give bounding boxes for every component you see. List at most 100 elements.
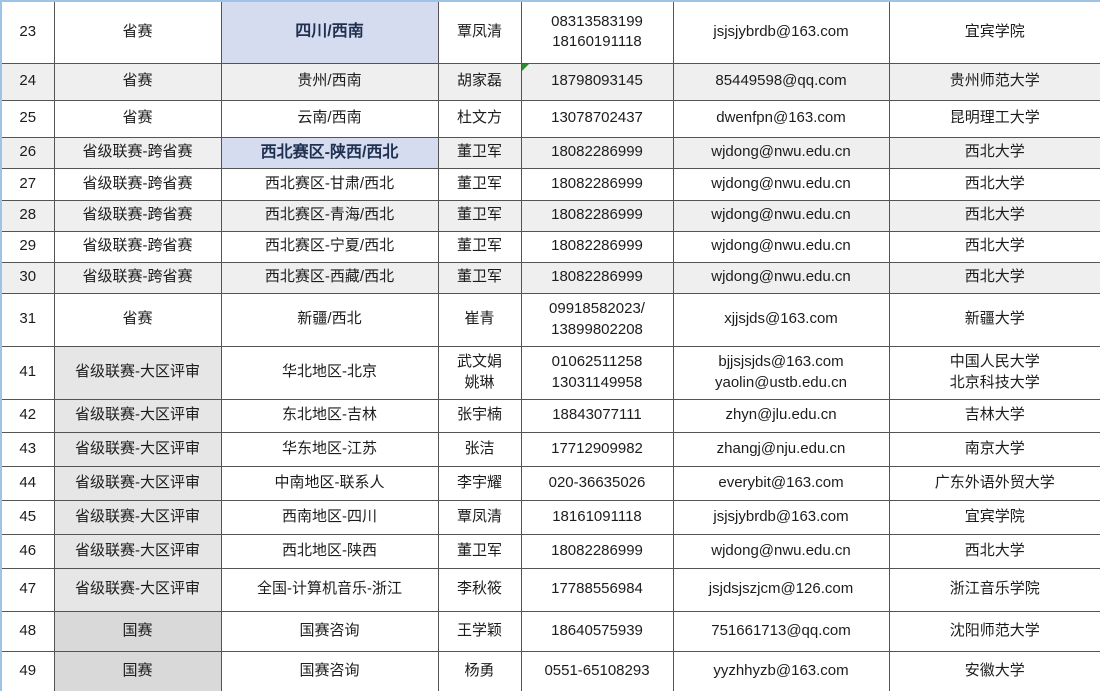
region-cell: 西北地区-陕西 bbox=[220, 533, 439, 569]
phone-cell: 18082286999 bbox=[520, 533, 674, 569]
institution-cell: 宜宾学院 bbox=[888, 499, 1100, 535]
contact-name-cell: 杨勇 bbox=[437, 650, 522, 691]
cell-text-line: 西北大学 bbox=[964, 206, 1025, 224]
table-row: 41 省级联赛-大区评审 华北地区-北京 武文娟 姚琳 01062511258 130311… bbox=[0, 345, 1100, 400]
region-cell: 西北赛区-青海/西北 bbox=[220, 199, 439, 232]
type-cell: 省级联赛-跨省赛 bbox=[53, 261, 222, 294]
cell-text-line: 省级联赛-跨省赛 bbox=[82, 206, 193, 224]
cell-text-line: 省级联赛-跨省赛 bbox=[82, 174, 193, 192]
cell-text-line: 020-36635026 bbox=[548, 473, 646, 491]
contact-name-cell: 董卫军 bbox=[437, 199, 522, 232]
institution-cell: 贵州师范大学 bbox=[888, 62, 1100, 101]
cell-text-line: jsjsjybrdb@163.com bbox=[713, 23, 849, 41]
cell-text-line: 43 bbox=[19, 439, 37, 457]
cell-text-line: xjjsjds@163.com bbox=[724, 310, 838, 328]
phone-cell: 09918582023/13899802208 bbox=[520, 292, 674, 347]
type-cell: 国赛 bbox=[53, 610, 222, 652]
phone-cell: 17788556984 bbox=[520, 567, 674, 612]
contact-name-cell: 张宇楠 bbox=[437, 398, 522, 433]
cell-text-line: jsjsjybrdb@163.com bbox=[713, 507, 849, 525]
region-cell: 四川/西南 bbox=[220, 0, 439, 64]
table-row: 23 省赛 四川/西南 覃凤清 08313583199 18160191118 jsjsjy… bbox=[0, 0, 1100, 64]
row-number-cell: 43 bbox=[0, 431, 55, 467]
email-cell: wjdong@nwu.edu.cn bbox=[672, 533, 890, 569]
type-cell: 省级联赛-大区评审 bbox=[53, 465, 222, 501]
cell-text-line: 武文娟 bbox=[456, 353, 502, 371]
row-number-cell: 45 bbox=[0, 499, 55, 535]
cell-text-line: wjdong@nwu.edu.cn bbox=[711, 237, 851, 255]
table-row: 49 国赛 国赛咨询 杨勇 0551-65108293 yyzhhyzb@163.com 安… bbox=[0, 650, 1100, 691]
email-cell: yyzhhyzb@163.com bbox=[672, 650, 890, 691]
region-cell: 西北赛区-陕西/西北 bbox=[220, 136, 439, 169]
phone-cell: 020-36635026 bbox=[520, 465, 674, 501]
cell-text-line: 南京大学 bbox=[964, 439, 1025, 457]
cell-text-line: 西南地区-四川 bbox=[282, 507, 377, 525]
email-cell: xjjsjds@163.com bbox=[672, 292, 890, 347]
region-cell: 东北地区-吉林 bbox=[220, 398, 439, 433]
cell-text-line: 30 bbox=[19, 268, 37, 286]
row-number-cell: 25 bbox=[0, 99, 55, 138]
region-cell: 西北赛区-甘肃/西北 bbox=[220, 167, 439, 201]
cell-text-line: 董卫军 bbox=[456, 237, 502, 255]
cell-text-line: 国赛咨询 bbox=[299, 621, 360, 639]
cell-text-line: 41 bbox=[19, 363, 37, 381]
cell-text-line: 45 bbox=[19, 507, 37, 525]
cell-text-line: 覃凤清 bbox=[456, 507, 502, 525]
cell-text-line: 中国人民大学 bbox=[949, 353, 1040, 371]
cell-text-line: 李秋筱 bbox=[456, 580, 502, 598]
institution-cell: 沈阳师范大学 bbox=[888, 610, 1100, 652]
cell-text-line: 国赛 bbox=[122, 661, 153, 679]
email-cell: bjjsjsjds@163.com yaolin@ustb.edu.cn bbox=[672, 345, 890, 400]
email-cell: wjdong@nwu.edu.cn bbox=[672, 199, 890, 232]
type-cell: 省级联赛-大区评审 bbox=[53, 345, 222, 400]
cell-text-line: 西北赛区-青海/西北 bbox=[264, 206, 395, 224]
cell-text-line: 24 bbox=[19, 72, 37, 90]
cell-text-line: 08313583199 bbox=[551, 13, 643, 30]
cell-text-line: zhyn@jlu.edu.cn bbox=[725, 406, 837, 424]
cell-text-line: 01062511258 bbox=[551, 353, 643, 371]
cell-text-line: 董卫军 bbox=[456, 268, 502, 286]
region-cell: 西北赛区-西藏/西北 bbox=[220, 261, 439, 294]
institution-cell: 广东外语外贸大学 bbox=[888, 465, 1100, 501]
contact-name-cell: 董卫军 bbox=[437, 533, 522, 569]
cell-text-line: 省级联赛-大区评审 bbox=[75, 580, 200, 598]
cell-text-line: 四川/西南 bbox=[295, 23, 364, 41]
contact-name-cell: 崔青 bbox=[437, 292, 522, 347]
table-row: 27 省级联赛-跨省赛 西北赛区-甘肃/西北 董卫军 18082286999 wjdong… bbox=[0, 167, 1100, 201]
row-number-cell: 30 bbox=[0, 261, 55, 294]
type-cell: 省赛 bbox=[53, 292, 222, 347]
table-row: 26 省级联赛-跨省赛 西北赛区-陕西/西北 董卫军 18082286999 wjdong… bbox=[0, 136, 1100, 169]
cell-text-line: wjdong@nwu.edu.cn bbox=[711, 174, 851, 192]
phone-cell: 18843077111 bbox=[520, 398, 674, 433]
cell-text-line: 省级联赛-大区评审 bbox=[75, 406, 200, 424]
cell-text-line: 25 bbox=[19, 109, 37, 127]
row-number-cell: 24 bbox=[0, 62, 55, 101]
cell-text-line: 18082286999 bbox=[551, 541, 643, 559]
region-cell: 贵州/西南 bbox=[220, 62, 439, 101]
cell-text-line: 国赛咨询 bbox=[299, 661, 360, 679]
cell-text-line: 覃凤清 bbox=[456, 23, 502, 41]
phone-cell: 18161091118 bbox=[520, 499, 674, 535]
cell-text-line: zhangj@nju.edu.cn bbox=[716, 439, 846, 457]
cell-text-line: 省级联赛-大区评审 bbox=[75, 473, 200, 491]
region-cell: 新疆/西北 bbox=[220, 292, 439, 347]
type-cell: 省级联赛-跨省赛 bbox=[53, 167, 222, 201]
email-cell: wjdong@nwu.edu.cn bbox=[672, 167, 890, 201]
contact-name-cell: 李宇耀 bbox=[437, 465, 522, 501]
type-cell: 省级联赛-跨省赛 bbox=[53, 199, 222, 232]
institution-cell: 西北大学 bbox=[888, 230, 1100, 263]
cell-text-line: 胡家磊 bbox=[456, 72, 502, 90]
row-number-cell: 28 bbox=[0, 199, 55, 232]
institution-cell: 西北大学 bbox=[888, 136, 1100, 169]
contact-name-cell: 王学颖 bbox=[437, 610, 522, 652]
cell-text-line: 国赛 bbox=[122, 621, 153, 639]
cell-text-line: 董卫军 bbox=[456, 143, 502, 161]
cell-text-line: 42 bbox=[19, 406, 37, 424]
institution-cell: 西北大学 bbox=[888, 261, 1100, 294]
row-number-cell: 47 bbox=[0, 567, 55, 612]
contact-name-cell: 武文娟 姚琳 bbox=[437, 345, 522, 400]
region-cell: 云南/西南 bbox=[220, 99, 439, 138]
type-cell: 省赛 bbox=[53, 62, 222, 101]
cell-text-line: 18082286999 bbox=[551, 206, 643, 224]
